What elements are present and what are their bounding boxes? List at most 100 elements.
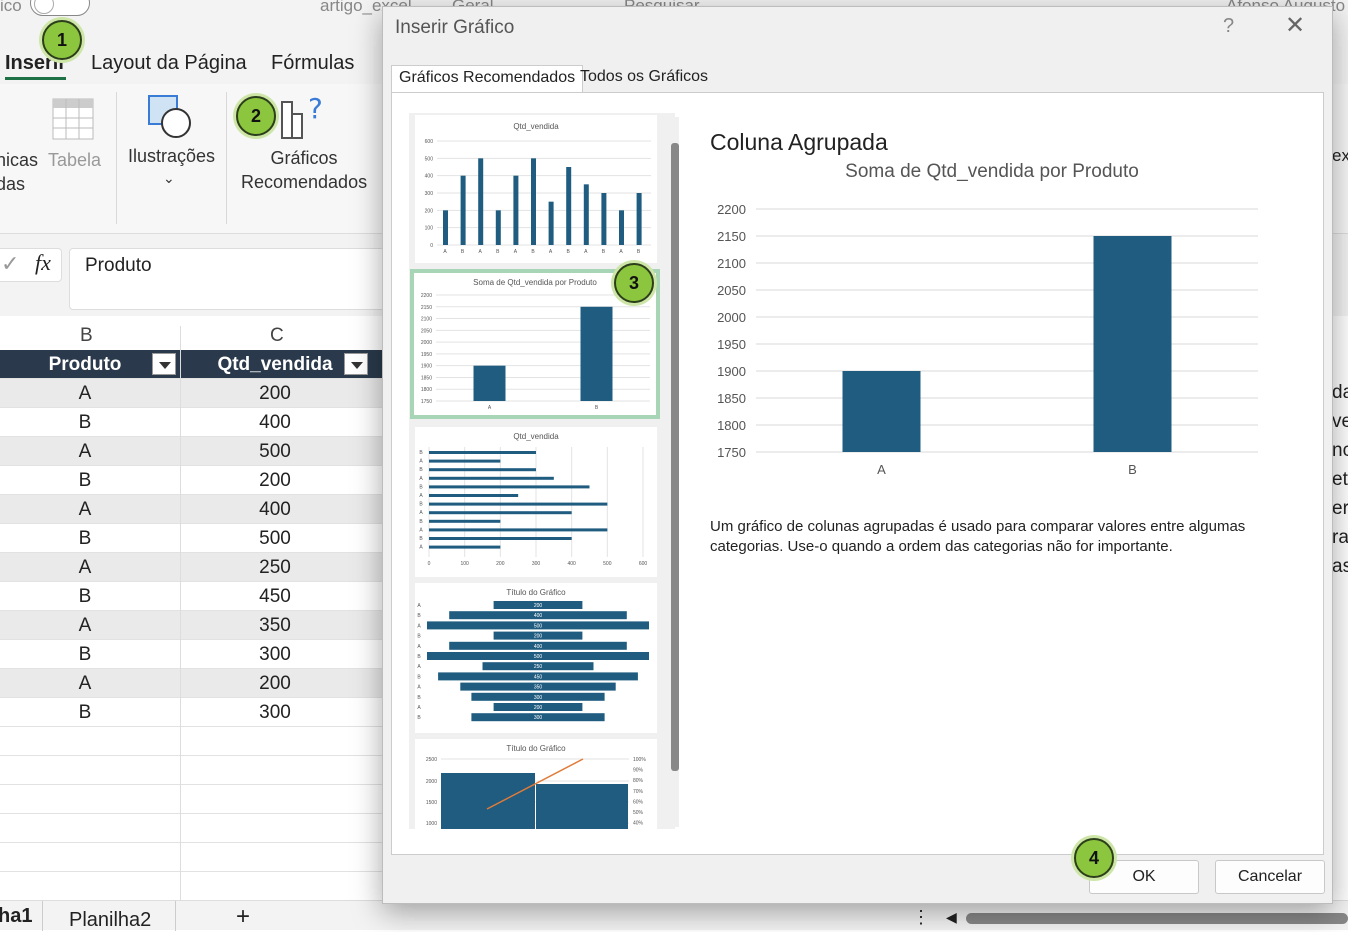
cell-produto[interactable]: B xyxy=(78,644,92,665)
more-options-icon[interactable]: ⋮ xyxy=(912,907,930,927)
formula-input[interactable]: Produto xyxy=(69,248,409,310)
tab-recommended-charts[interactable]: Gráficos Recomendados xyxy=(391,65,584,93)
empty-row[interactable] xyxy=(0,843,382,872)
empty-row[interactable] xyxy=(0,872,382,901)
thumb-bar xyxy=(449,641,627,650)
cell-qtd[interactable]: 400 xyxy=(259,499,291,520)
svg-text:300: 300 xyxy=(532,561,541,567)
thumb-bar xyxy=(460,682,616,691)
thumb-bar xyxy=(482,662,594,671)
tab-all-charts[interactable]: Todos os Gráficos xyxy=(580,68,709,85)
check-icon[interactable]: ✓ xyxy=(1,251,20,276)
right-partial-cell[interactable]: as xyxy=(1332,556,1348,577)
empty-row[interactable] xyxy=(0,727,382,756)
right-partial-cell[interactable]: et xyxy=(1332,469,1348,490)
add-sheet-icon[interactable]: + xyxy=(236,903,251,930)
fx-icon[interactable]: fx xyxy=(35,250,51,275)
cell-qtd[interactable]: 450 xyxy=(259,586,291,607)
thumb-bar xyxy=(443,210,448,245)
cell-produto[interactable]: B xyxy=(78,412,92,433)
sheet-tab-planilha2[interactable]: Planilha2 xyxy=(69,909,152,931)
cell-qtd[interactable]: 500 xyxy=(259,528,291,549)
column-c-header[interactable]: C xyxy=(270,325,284,346)
thumb-bar xyxy=(513,175,519,245)
filter-dropdown-icon[interactable] xyxy=(152,353,176,375)
cell-produto[interactable]: A xyxy=(78,557,92,578)
cell-produto[interactable]: Produto xyxy=(48,354,122,375)
cell-produto[interactable]: B xyxy=(78,470,92,491)
thumb-bar xyxy=(427,621,649,630)
cell-produto[interactable]: B xyxy=(78,586,92,607)
cell-produto[interactable]: A xyxy=(78,673,92,694)
right-partial-cell[interactable]: nc xyxy=(1332,440,1348,461)
scroll-left-icon[interactable]: ◀ xyxy=(946,909,957,925)
cell-qtd[interactable]: 200 xyxy=(259,470,291,491)
column-b-header[interactable]: B xyxy=(80,325,93,346)
svg-text:A: A xyxy=(417,603,421,609)
help-icon[interactable]: ? xyxy=(1223,15,1235,37)
x-tick-label: B xyxy=(1128,462,1137,477)
bar-B xyxy=(1093,236,1172,452)
close-icon[interactable]: ✕ xyxy=(1285,12,1306,39)
svg-text:A: A xyxy=(417,644,421,650)
recommended-charts-label[interactable]: Gráficos Recomendados xyxy=(241,148,368,192)
tab-layout[interactable]: Layout da Página xyxy=(91,52,247,74)
svg-text:A: A xyxy=(417,664,421,670)
cell-qtd[interactable]: Qtd_vendida xyxy=(217,354,333,375)
right-partial-cell[interactable]: er xyxy=(1332,498,1348,519)
recommended-charts-icon[interactable]: ? xyxy=(280,94,328,142)
horizontal-scrollbar[interactable] xyxy=(966,913,1348,924)
cell-produto[interactable]: A xyxy=(78,441,92,462)
thumb-bar-chart[interactable]: Qtd_vendida 0 100 200 300 400 500 600 B A B A B A B A B A… xyxy=(415,427,657,577)
svg-text:B: B xyxy=(419,467,423,473)
svg-text:B: B xyxy=(417,695,421,701)
cell-qtd[interactable]: 350 xyxy=(259,615,291,636)
illustrations-label[interactable]: Ilustrações xyxy=(128,146,216,166)
cell-produto[interactable]: A xyxy=(78,499,92,520)
thumb-column-chart[interactable]: Qtd_vendida 0 100 200 300 400 500 600 A B A B A B A B A B… xyxy=(415,115,657,263)
table-label[interactable]: Tabela xyxy=(48,150,102,170)
table-row: B 500 xyxy=(0,524,382,553)
thumb-bar xyxy=(493,601,583,609)
svg-text:300: 300 xyxy=(534,715,543,721)
cell-qtd[interactable]: 300 xyxy=(259,644,291,665)
right-partial-cell[interactable]: da xyxy=(1332,382,1348,403)
cell-qtd[interactable]: 250 xyxy=(259,557,291,578)
cell-produto[interactable]: B xyxy=(78,702,92,723)
sheet-tab-active[interactable]: ha1 xyxy=(0,905,33,927)
cell-qtd[interactable]: 200 xyxy=(259,673,291,694)
empty-row[interactable] xyxy=(0,814,382,843)
fx-box: ✓ fx xyxy=(0,248,62,282)
chevron-down-icon[interactable]: ⌄ xyxy=(163,170,175,186)
thumb-funnel-chart[interactable]: Título do Gráfico 200 A 400 B 500 A 200 B 400 A 500… xyxy=(415,583,657,733)
svg-text:A: A xyxy=(584,249,588,255)
cell-produto[interactable]: A xyxy=(78,615,92,636)
tab-inserir[interactable]: Inserir xyxy=(5,52,67,80)
illustrations-icon[interactable] xyxy=(147,94,193,140)
thumb-combo-chart[interactable]: Título do Gráfico 2500 2000 1500 1000 100% 90%… xyxy=(415,739,657,829)
cell-produto[interactable]: A xyxy=(78,383,92,404)
empty-row[interactable] xyxy=(0,785,382,814)
cell-qtd[interactable]: 400 xyxy=(259,412,291,433)
right-partial-cell[interactable]: ve xyxy=(1332,411,1348,432)
table-icon[interactable] xyxy=(52,98,94,140)
empty-row[interactable] xyxy=(0,756,382,785)
svg-text:2100: 2100 xyxy=(421,317,432,323)
tab-formulas[interactable]: Fórmulas xyxy=(271,52,355,74)
thumb-bar xyxy=(429,545,501,549)
svg-text:A: A xyxy=(419,459,423,465)
thumb-scrollbar[interactable] xyxy=(669,117,679,827)
bar-A xyxy=(842,371,921,452)
table-row: A 500 xyxy=(0,437,382,466)
y-tick-label: 2000 xyxy=(717,310,746,325)
autosave-toggle[interactable] xyxy=(30,0,90,16)
cell-qtd[interactable]: 300 xyxy=(259,702,291,723)
thumb-bar xyxy=(601,193,607,245)
cell-qtd[interactable]: 200 xyxy=(259,383,291,404)
cell-produto[interactable]: B xyxy=(78,528,92,549)
right-partial-cell[interactable]: ra xyxy=(1332,527,1348,548)
cancel-button[interactable]: Cancelar xyxy=(1215,860,1325,894)
filter-dropdown-icon[interactable] xyxy=(344,353,368,375)
cell-qtd[interactable]: 500 xyxy=(259,441,291,462)
svg-text:B: B xyxy=(417,613,421,619)
